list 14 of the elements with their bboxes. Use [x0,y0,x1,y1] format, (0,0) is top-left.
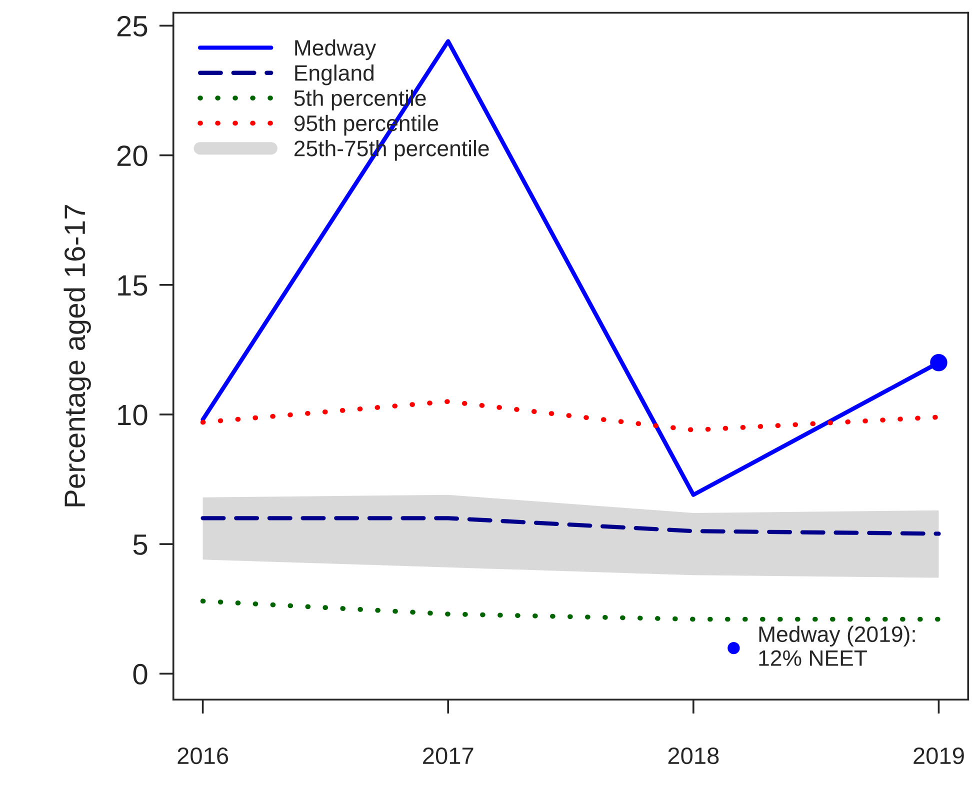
x-tick-label: 2016 [178,747,228,764]
y-tick-label: 20 [117,145,148,166]
y-tick-label: 10 [118,404,148,426]
legend-label: Medway [295,39,376,60]
y-axis-title: Percentage aged 16-17 [64,205,91,506]
y-tick-label: 25 [117,16,148,37]
x-tick-label: 2017 [423,747,474,764]
annotation: Medway (2019): 12% NEET [759,626,915,666]
y-tick-label: 15 [118,275,148,296]
y-tick-label: 5 [133,534,148,555]
legend-label: England [295,64,374,86]
x-tick-label: 2019 [914,747,964,764]
x-tick-label: 2018 [668,747,719,764]
y-tick-label: 0 [133,664,148,685]
